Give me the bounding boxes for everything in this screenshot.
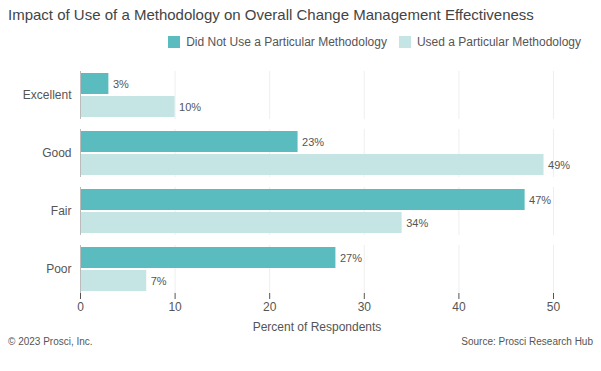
html-text:Impact of Use of a Methodology: Impact of Use of a Methodology on Overal… — [8, 6, 534, 23]
svg-text:30: 30 — [358, 300, 372, 314]
svg-text:40: 40 — [452, 300, 466, 314]
svg-text:Percent of Respondents: Percent of Respondents — [253, 320, 382, 334]
html-text:Used a Particular Methodology: Used a Particular Methodology — [416, 34, 581, 49]
svg-text:3%: 3% — [113, 78, 129, 90]
svg-text:Fair: Fair — [51, 204, 72, 218]
svg-text:0: 0 — [77, 300, 84, 314]
html-text:Source: Prosci Research Hub: Source: Prosci Research Hub — [461, 336, 593, 347]
svg-text:7%: 7% — [151, 275, 167, 287]
svg-text:47%: 47% — [529, 194, 551, 206]
svg-text:Excellent: Excellent — [23, 88, 72, 102]
svg-text:27%: 27% — [340, 252, 362, 264]
svg-text:49%: 49% — [548, 159, 570, 171]
svg-text:10: 10 — [168, 300, 182, 314]
html-text:© 2023 Prosci, Inc.: © 2023 Prosci, Inc. — [8, 336, 93, 347]
svg-text:20: 20 — [263, 300, 277, 314]
svg-text:10%: 10% — [179, 101, 201, 113]
html-text:Did Not Use a Particular Metho: Did Not Use a Particular Methodology — [186, 34, 387, 49]
svg-text:Poor: Poor — [46, 262, 71, 276]
svg-text:Good: Good — [42, 146, 71, 160]
svg-text:50: 50 — [547, 300, 561, 314]
svg-text:34%: 34% — [406, 217, 428, 229]
svg-text:23%: 23% — [302, 136, 324, 148]
